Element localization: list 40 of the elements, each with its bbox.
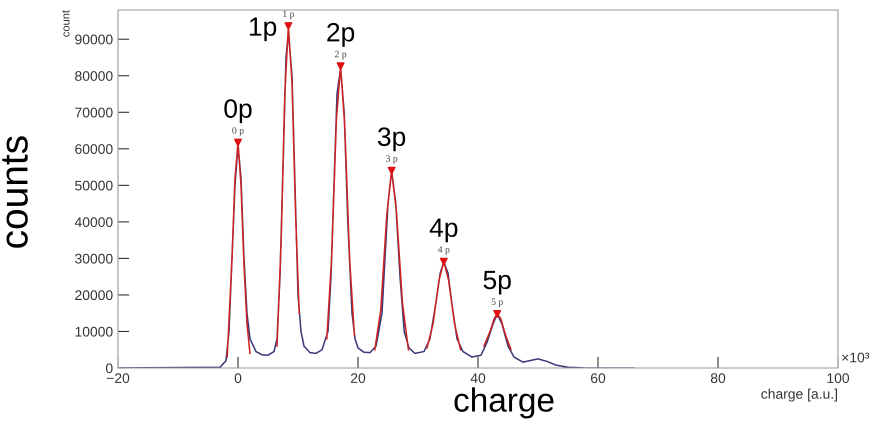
- point: [284, 22, 292, 30]
- y-tick-label: 40000: [74, 217, 113, 228]
- y-tick-label: 70000: [75, 108, 113, 118]
- x-tick-label: 0: [234, 373, 242, 384]
- annotation: 1p: [250, 18, 276, 42]
- annotation: 0p: [224, 99, 252, 124]
- point: [440, 258, 448, 266]
- annotation: 2 p: [334, 50, 346, 60]
- annotation: 0 p: [232, 127, 244, 136]
- annotation: 4p: [430, 218, 458, 242]
- point: [388, 166, 396, 175]
- annotation: 4 p: [438, 246, 450, 255]
- text: ×10³: [842, 352, 869, 362]
- annotation: 2p: [327, 22, 354, 47]
- annotation: 5p: [484, 270, 511, 294]
- x-tick-label: 60: [590, 373, 606, 384]
- x-tick-label: 20: [350, 373, 366, 384]
- x-tick-label: −20: [106, 373, 130, 384]
- annotation: 5 p: [492, 298, 503, 307]
- x-axis-title: charge [a.u.]: [761, 388, 838, 402]
- text: charge: [454, 387, 554, 418]
- y-tick-label: 0: [106, 363, 113, 374]
- annotation: 3p: [378, 127, 406, 152]
- y-tick-label: 30000: [75, 254, 113, 264]
- y-axis-title: count: [62, 10, 70, 37]
- y-tick-label: 80000: [75, 71, 113, 81]
- annotation: 3 p: [386, 155, 398, 164]
- y-tick-label: 60000: [75, 144, 113, 154]
- y-tick-label: 10000: [76, 326, 113, 337]
- x-tick-label: 40: [470, 373, 486, 384]
- text: counts: [2, 136, 28, 248]
- y-tick-label: 50000: [75, 180, 113, 191]
- y-tick-label: 20000: [75, 290, 113, 300]
- point: [234, 138, 242, 147]
- annotation: 1 p: [283, 10, 294, 20]
- y-tick-label: 90000: [75, 34, 113, 44]
- x-tick-label: 100: [827, 373, 850, 384]
- point: [493, 310, 502, 318]
- x-tick-label: 80: [710, 373, 726, 384]
- point: [336, 62, 345, 70]
